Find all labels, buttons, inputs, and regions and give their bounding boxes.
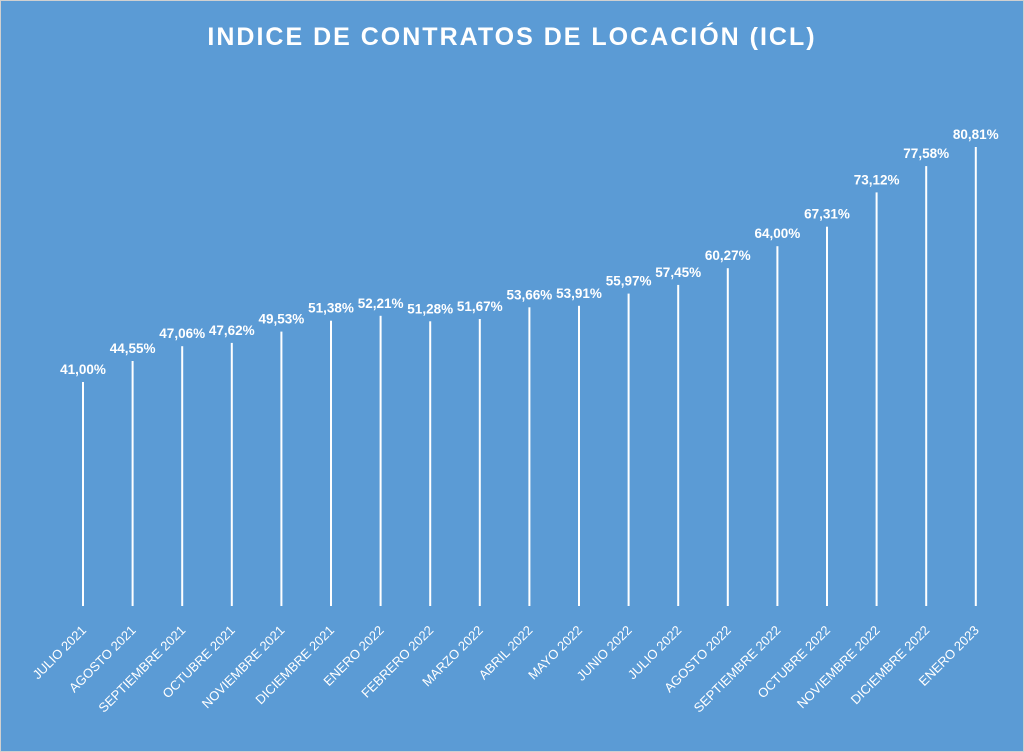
x-tick-label-5: NOVIEMBRE 2021 (199, 623, 288, 712)
bar-10 (528, 307, 531, 606)
bar-4 (230, 342, 233, 606)
bar-7 (379, 315, 382, 606)
data-label-17: 73,12% (854, 172, 900, 187)
x-tick-label-15: SEPTIEMBRE 2022 (691, 623, 784, 716)
bar-13 (677, 284, 680, 606)
data-label-5: 49,53% (259, 312, 305, 327)
bar-series (82, 147, 977, 606)
bar-19 (974, 147, 977, 606)
bar-16 (826, 226, 828, 606)
data-label-3: 47,06% (159, 326, 205, 341)
bar-8 (429, 321, 432, 606)
data-label-12: 55,97% (606, 274, 652, 289)
chart-title: INDICE DE CONTRATOS DE LOCACIÓN (ICL) (207, 21, 816, 51)
bar-11 (578, 305, 580, 606)
bar-15 (776, 246, 779, 606)
bar-17 (875, 192, 878, 606)
data-label-13: 57,45% (655, 265, 701, 280)
bar-5 (280, 331, 283, 606)
x-tick-label-3: SEPTIEMBRE 2021 (95, 623, 188, 716)
data-label-18: 77,58% (903, 146, 949, 161)
x-tick-label-17: NOVIEMBRE 2022 (794, 623, 883, 712)
data-label-10: 53,66% (507, 287, 553, 302)
data-label-14: 60,27% (705, 248, 751, 263)
data-label-19: 80,81% (953, 127, 999, 142)
bar-14 (726, 268, 729, 606)
data-label-7: 52,21% (358, 296, 404, 311)
bar-2 (131, 361, 134, 606)
bar-12 (627, 293, 630, 606)
data-label-4: 47,62% (209, 323, 255, 338)
bar-18 (925, 166, 928, 606)
data-label-9: 51,67% (457, 299, 503, 314)
data-label-6: 51,38% (308, 301, 354, 316)
data-label-16: 67,31% (804, 207, 850, 222)
data-labels: 41,00% 44,55%47,06% 47,62% 49,53%51,38% 52,2… (60, 127, 999, 377)
bar-1 (82, 382, 84, 606)
data-label-1: 41,00% (60, 362, 106, 377)
data-label-15: 64,00% (755, 226, 801, 241)
data-label-11: 53,91% (556, 286, 602, 301)
data-label-8: 51,28% (407, 301, 453, 316)
bar-9 (478, 319, 481, 606)
bar-3 (181, 346, 184, 606)
data-label-2: 44,55% (110, 341, 156, 356)
bar-6 (330, 320, 332, 606)
